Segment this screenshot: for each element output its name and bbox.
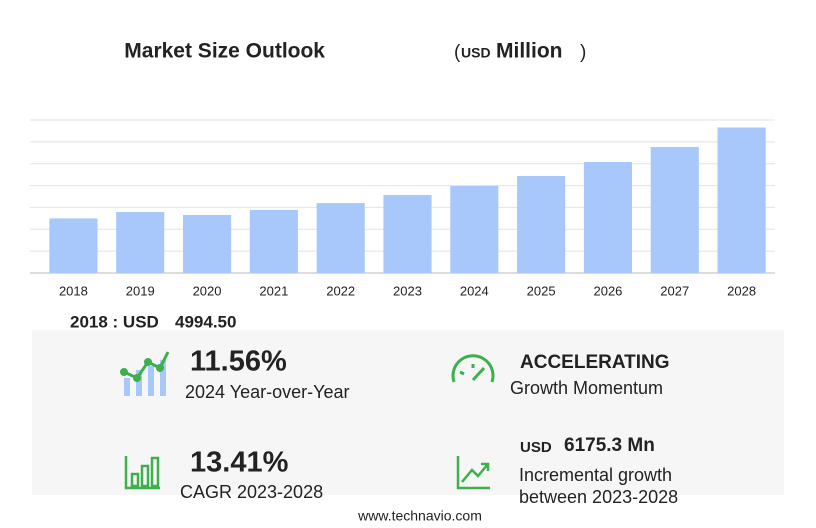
yoy-label: 2024 Year-over-Year xyxy=(185,382,349,402)
plot: 2018 2019 2020 2021 2022 2023 2024 2025 2026 2027… xyxy=(30,119,775,298)
x-tick-label: 2025 xyxy=(527,283,556,298)
momentum-icon xyxy=(451,354,495,383)
increment-label-1: Incremental growth xyxy=(519,465,672,485)
bar xyxy=(116,212,165,273)
yoy-value: 11.56% xyxy=(190,346,287,378)
bar xyxy=(583,161,633,273)
increment-icon xyxy=(456,456,490,490)
cagr-value: 13.41% xyxy=(190,447,289,479)
x-tick-label: 2026 xyxy=(593,283,622,298)
momentum-label: Growth Momentum xyxy=(510,378,663,398)
x-tick-label: 2023 xyxy=(393,283,422,298)
bar xyxy=(717,127,766,273)
cagr-icon xyxy=(124,456,160,490)
increment-currency: USD xyxy=(520,439,552,456)
momentum-value: ACCELERATING xyxy=(520,352,670,373)
x-tick-label: 2027 xyxy=(660,283,689,298)
chart-title: Market Size Outlook xyxy=(124,40,325,63)
x-tick-label: 2021 xyxy=(259,283,288,298)
cagr-label: CAGR 2023-2028 xyxy=(180,482,323,502)
unit-currency: USD xyxy=(461,45,491,61)
x-tick-label: 2020 xyxy=(193,283,222,298)
bar xyxy=(517,175,566,273)
bar xyxy=(316,203,365,273)
bar xyxy=(249,209,298,273)
x-tick-label: 2028 xyxy=(727,283,756,298)
bar xyxy=(383,194,432,273)
yoy-icon xyxy=(120,351,170,396)
bar xyxy=(650,146,699,273)
bar xyxy=(182,214,232,273)
base-value: 4994.50 xyxy=(175,312,236,331)
increment-label-2: between 2023-2028 xyxy=(519,487,678,507)
x-tick-label: 2024 xyxy=(460,283,489,298)
x-tick-label: 2019 xyxy=(126,283,155,298)
base-label: 2018 : USD xyxy=(70,312,159,331)
increment-value: 6175.3 Mn xyxy=(564,435,655,456)
x-tick-label: 2018 xyxy=(59,283,88,298)
unit-close: ) xyxy=(580,42,586,63)
footer: www.technavio.com xyxy=(357,508,482,524)
bar xyxy=(450,185,499,273)
unit-name: Million xyxy=(496,40,563,63)
x-tick-label: 2022 xyxy=(326,283,355,298)
unit-open: ( xyxy=(454,42,461,63)
bar xyxy=(49,218,98,273)
